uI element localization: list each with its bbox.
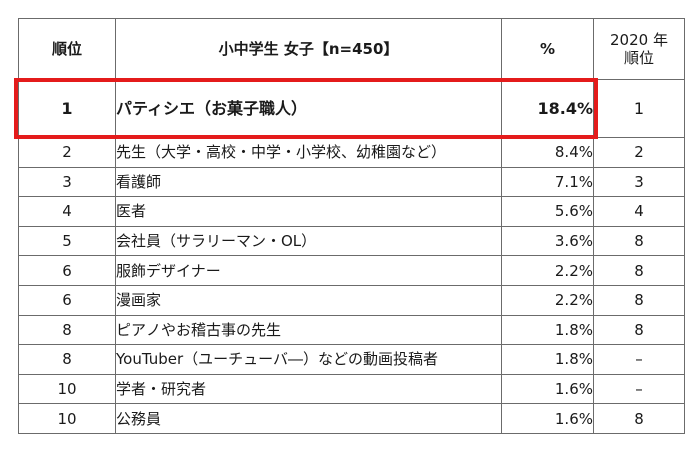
cell-prev-rank: 8 bbox=[593, 314, 685, 346]
cell-percent: 5.6% bbox=[501, 196, 594, 227]
table-row: 4 医者 5.6% 4 bbox=[18, 196, 685, 227]
table-header: 順位 小中学生 女子【n=450】 % 2020 年 順位 bbox=[18, 18, 685, 80]
cell-rank: 8 bbox=[18, 314, 116, 346]
cell-percent: 2.2% bbox=[501, 284, 594, 316]
header-prev-rank-label: 順位 bbox=[623, 49, 654, 67]
cell-job: ピアノやお稽古事の先生 bbox=[115, 314, 502, 346]
cell-percent: 7.1% bbox=[501, 166, 594, 198]
cell-rank: 6 bbox=[18, 284, 116, 316]
table-body: 1 パティシエ（お菓子職人） 18.4% 1 2 先生（大学・高校・中学・小学校… bbox=[18, 79, 685, 434]
table-row: 6 服飾デザイナー 2.2% 8 bbox=[18, 255, 685, 286]
table-row: 2 先生（大学・高校・中学・小学校、幼稚園など） 8.4% 2 bbox=[18, 137, 685, 168]
header-row: 順位 小中学生 女子【n=450】 % 2020 年 順位 bbox=[18, 18, 685, 80]
cell-prev-rank: 8 bbox=[593, 284, 685, 316]
cell-job: 先生（大学・高校・中学・小学校、幼稚園など） bbox=[115, 137, 502, 168]
cell-percent: 2.2% bbox=[501, 255, 594, 286]
header-prev-rank: 2020 年 順位 bbox=[593, 18, 685, 80]
table-row: 10 公務員 1.6% 8 bbox=[18, 403, 685, 434]
cell-rank: 3 bbox=[18, 166, 116, 198]
cell-prev-rank: 8 bbox=[593, 255, 685, 286]
cell-job: YouTuber（ユーチューバ―）などの動画投稿者 bbox=[115, 344, 502, 375]
cell-prev-rank: 1 bbox=[593, 79, 685, 138]
cell-prev-rank: 3 bbox=[593, 166, 685, 198]
cell-percent: 1.8% bbox=[501, 344, 594, 375]
cell-prev-rank: 8 bbox=[593, 403, 685, 434]
table-row-top: 1 パティシエ（お菓子職人） 18.4% 1 bbox=[18, 79, 685, 138]
header-rank: 順位 bbox=[18, 18, 116, 80]
cell-rank: 5 bbox=[18, 225, 116, 257]
cell-prev-rank: 2 bbox=[593, 137, 685, 168]
cell-rank: 8 bbox=[18, 344, 116, 375]
cell-prev-rank: 4 bbox=[593, 196, 685, 227]
cell-percent: 1.8% bbox=[501, 314, 594, 346]
cell-rank: 1 bbox=[18, 79, 116, 138]
cell-prev-rank: 8 bbox=[593, 225, 685, 257]
cell-job: 服飾デザイナー bbox=[115, 255, 502, 286]
header-job: 小中学生 女子【n=450】 bbox=[115, 18, 502, 80]
table-row: 8 YouTuber（ユーチューバ―）などの動画投稿者 1.8% – bbox=[18, 344, 685, 375]
table-row: 5 会社員（サラリーマン・OL） 3.6% 8 bbox=[18, 225, 685, 257]
cell-prev-rank: – bbox=[593, 344, 685, 375]
table-row: 10 学者・研究者 1.6% – bbox=[18, 373, 685, 405]
ranking-table: 順位 小中学生 女子【n=450】 % 2020 年 順位 1 パティシエ（お菓… bbox=[18, 18, 685, 434]
cell-job: 看護師 bbox=[115, 166, 502, 198]
header-prev-rank-year: 2020 年 bbox=[610, 31, 668, 49]
cell-percent: 3.6% bbox=[501, 225, 594, 257]
cell-job: パティシエ（お菓子職人） bbox=[115, 79, 502, 138]
ranking-table-container: 順位 小中学生 女子【n=450】 % 2020 年 順位 1 パティシエ（お菓… bbox=[18, 18, 685, 434]
cell-rank: 2 bbox=[18, 137, 116, 168]
cell-rank: 4 bbox=[18, 196, 116, 227]
cell-prev-rank: – bbox=[593, 373, 685, 405]
cell-percent: 1.6% bbox=[501, 373, 594, 405]
table-row: 8 ピアノやお稽古事の先生 1.8% 8 bbox=[18, 314, 685, 346]
cell-rank: 10 bbox=[18, 403, 116, 434]
cell-percent: 1.6% bbox=[501, 403, 594, 434]
cell-job: 医者 bbox=[115, 196, 502, 227]
cell-job: 漫画家 bbox=[115, 284, 502, 316]
cell-job: 公務員 bbox=[115, 403, 502, 434]
cell-percent: 18.4% bbox=[501, 79, 594, 138]
table-row: 3 看護師 7.1% 3 bbox=[18, 166, 685, 198]
header-percent: % bbox=[501, 18, 594, 80]
cell-rank: 10 bbox=[18, 373, 116, 405]
table-row: 6 漫画家 2.2% 8 bbox=[18, 284, 685, 316]
cell-job: 会社員（サラリーマン・OL） bbox=[115, 225, 502, 257]
cell-rank: 6 bbox=[18, 255, 116, 286]
cell-job: 学者・研究者 bbox=[115, 373, 502, 405]
cell-percent: 8.4% bbox=[501, 137, 594, 168]
